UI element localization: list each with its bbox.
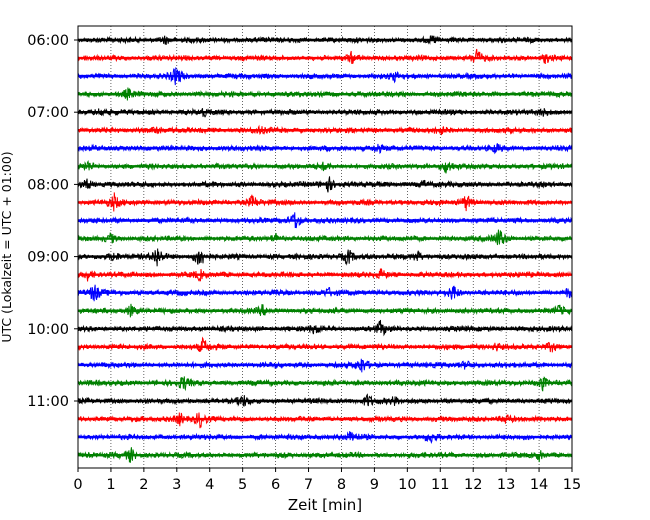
y-tick-label: 11:00 (27, 394, 69, 410)
trace-0845 (77, 229, 573, 246)
trace-0730 (77, 143, 573, 155)
x-axis-label: Zeit [min] (288, 496, 362, 514)
y-tick-label: 08:00 (27, 177, 69, 193)
x-tick-label: 4 (205, 477, 214, 493)
x-tick-label: 3 (172, 477, 181, 493)
y-tick-label: 06:00 (27, 33, 69, 49)
plot-frame (77, 25, 573, 469)
trace-1115 (77, 412, 573, 429)
trace-1015 (77, 336, 573, 353)
y-axis-label: UTC (Lokalzeit = UTC + 01:00) (0, 151, 14, 342)
x-tick-label: 11 (431, 477, 449, 493)
x-tick-label: 0 (73, 477, 82, 493)
trace-1000 (77, 319, 573, 337)
x-tick-label: 6 (271, 477, 280, 493)
x-tick-label: 1 (106, 477, 115, 493)
x-tick-label: 8 (337, 477, 346, 493)
trace-0615 (77, 48, 573, 65)
x-tick-label: 15 (563, 477, 581, 493)
x-tick-label: 10 (398, 477, 416, 493)
x-tick-label: 2 (139, 477, 148, 493)
x-axis-ticks: 0 1 2 3 4 5 6 7 8 9 10 11 12 13 14 15 (73, 468, 581, 493)
x-tick-label: 13 (497, 477, 515, 493)
x-tick-label: 9 (370, 477, 379, 493)
y-tick-label: 09:00 (27, 250, 69, 266)
seismogram-traces (77, 35, 573, 463)
x-tick-label: 12 (464, 477, 482, 493)
y-axis-ticks: 06:00 07:00 08:00 09:00 10:00 11:00 (27, 33, 78, 410)
y-tick-label: 07:00 (27, 105, 69, 121)
x-tick-label: 5 (238, 477, 247, 493)
x-tick-label: 7 (304, 477, 313, 493)
x-tick-label: 14 (530, 477, 548, 493)
y-tick-label: 10:00 (27, 322, 69, 338)
